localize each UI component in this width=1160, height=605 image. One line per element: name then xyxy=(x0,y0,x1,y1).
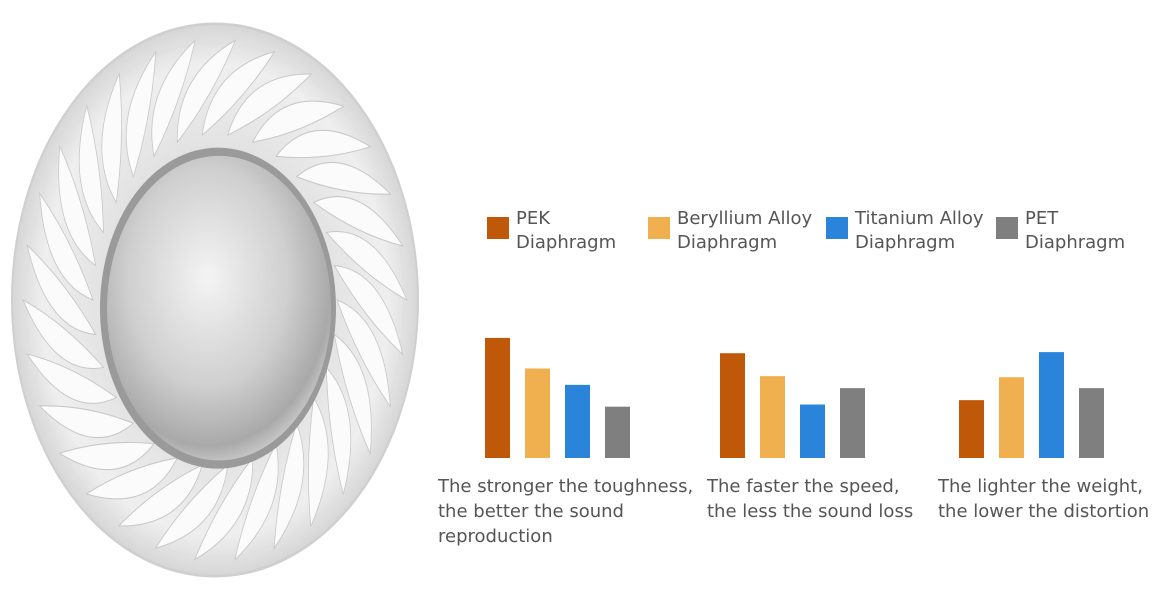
blade xyxy=(85,457,179,500)
bar xyxy=(999,377,1024,458)
blade xyxy=(336,299,391,408)
blade xyxy=(273,421,305,550)
bar xyxy=(565,384,590,458)
blade xyxy=(326,366,352,496)
blade xyxy=(312,196,404,247)
legend-label: Titanium Alloy Diaphragm xyxy=(855,208,984,253)
blade xyxy=(39,192,94,301)
legend-label: PEK Diaphragm xyxy=(516,208,617,253)
legend-swatch xyxy=(487,217,509,239)
blade xyxy=(275,129,372,159)
legend-label: PET Diaphragm xyxy=(1025,208,1126,253)
bar xyxy=(1039,352,1064,458)
category-caption: The stronger the toughness, the better t… xyxy=(438,476,694,547)
blade xyxy=(78,104,104,234)
blade xyxy=(125,50,157,179)
blade xyxy=(176,39,237,144)
bar xyxy=(485,337,510,458)
blade xyxy=(26,353,118,404)
blade xyxy=(234,442,279,562)
blade xyxy=(38,405,135,439)
legend-swatch xyxy=(826,217,848,239)
blade xyxy=(295,161,392,195)
blade xyxy=(58,441,155,471)
bar xyxy=(605,406,630,458)
bar xyxy=(840,388,865,458)
legend-item: PEK Diaphragm xyxy=(487,207,626,255)
blade xyxy=(325,231,408,302)
category-caption: The lighter the weight, the lower the di… xyxy=(938,476,1150,522)
legend-swatch xyxy=(996,217,1018,239)
dome xyxy=(107,155,331,461)
bar xyxy=(525,368,550,458)
legend-item: Titanium Alloy Diaphragm xyxy=(826,207,1005,255)
blade xyxy=(151,38,196,158)
blade xyxy=(58,144,97,267)
blade xyxy=(333,333,372,456)
blade xyxy=(22,298,105,369)
legend-swatch xyxy=(648,217,670,239)
blade xyxy=(193,456,254,561)
bar xyxy=(959,400,984,458)
blade xyxy=(201,50,276,137)
legend-item: Beryllium Alloy Diaphragm xyxy=(648,207,827,255)
blade xyxy=(227,73,313,136)
bar xyxy=(760,376,785,458)
bar xyxy=(800,404,825,458)
blade xyxy=(308,396,329,528)
blade xyxy=(26,244,97,336)
legend-item: PET Diaphragm xyxy=(996,207,1145,255)
bar xyxy=(720,353,745,458)
blade xyxy=(101,72,122,204)
bar xyxy=(1079,388,1104,458)
blade xyxy=(333,264,404,356)
category-caption: The faster the speed, the less the sound… xyxy=(707,476,914,522)
legend-label: Beryllium Alloy Diaphragm xyxy=(677,208,813,253)
blade xyxy=(154,463,229,550)
blade xyxy=(251,100,345,143)
blade xyxy=(117,464,203,527)
